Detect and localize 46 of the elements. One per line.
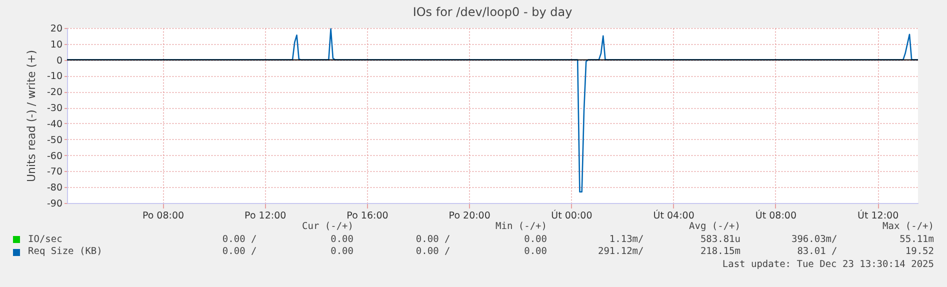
text: 0.00 / — [414, 234, 450, 246]
y-tick-label: -20 — [46, 87, 62, 98]
y-axis-title: Units read (-) / write (+) — [24, 50, 38, 182]
text: 0.00 — [523, 234, 547, 246]
x-tick-label: Po 08:00 — [142, 210, 184, 222]
x-tick-label: Út 04:00 — [653, 210, 694, 222]
text: 218.15m — [699, 246, 740, 258]
text: 19.52 — [904, 246, 934, 258]
text: 0.00 / — [221, 246, 257, 258]
text: 1.13m/ — [608, 234, 644, 246]
text: 55.11m — [898, 234, 934, 246]
x-tick-label: Út 00:00 — [551, 210, 592, 222]
y-tick-label: -80 — [46, 182, 62, 194]
x-tick-label: Po 16:00 — [346, 210, 388, 222]
text: Avg (-/+) — [688, 221, 740, 234]
legend-label: Req Size (KB) — [27, 246, 104, 258]
x-tick-label: Po 12:00 — [244, 210, 286, 222]
y-tick-label: -60 — [46, 150, 62, 162]
legend-label: IO/sec — [27, 234, 64, 246]
text: 0.00 / — [414, 246, 450, 258]
text: 583.81u — [699, 234, 740, 246]
y-tick-label: 20 — [50, 24, 62, 34]
text: 83.01 / — [796, 246, 838, 258]
y-tick-label: -40 — [46, 118, 62, 130]
text: 291.12m/ — [596, 246, 644, 258]
text: Min (-/+) — [494, 221, 547, 234]
text: Cur (-/+) — [301, 221, 354, 234]
text: 0.00 — [523, 246, 547, 258]
text: Max (-/+) — [882, 221, 934, 234]
chart-title: IOs for /dev/loop0 - by day — [412, 5, 572, 19]
text: Last update: Tue Dec 23 13:30:14 2025 — [721, 258, 934, 270]
text: 396.03m/ — [790, 234, 838, 246]
y-tick-label: 0 — [56, 55, 62, 66]
y-tick-label: 10 — [50, 39, 62, 50]
x-tick-label: Út 12:00 — [858, 210, 899, 222]
line-series — [66, 28, 919, 193]
text: 0.00 — [330, 246, 354, 258]
text: 0.00 — [330, 234, 354, 246]
y-tick-label: -70 — [46, 166, 62, 178]
text: 0.00 / — [221, 234, 257, 246]
y-tick-label: -30 — [46, 103, 62, 114]
x-tick-label: Po 20:00 — [448, 210, 490, 222]
y-tick-label: -10 — [46, 71, 62, 82]
y-tick-label: -50 — [46, 134, 62, 146]
x-tick-label: Út 08:00 — [755, 210, 796, 222]
y-tick-label: -90 — [46, 198, 62, 210]
